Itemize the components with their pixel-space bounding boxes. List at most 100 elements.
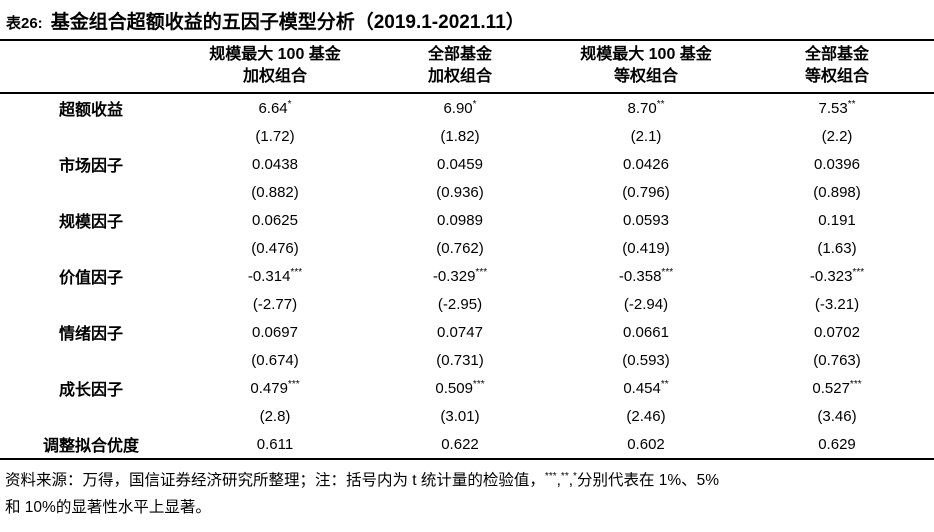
coefficient: -0.323 [809,267,853,285]
row-label [0,178,182,206]
t-statistic: (0.763) [813,351,861,369]
t-statistic: (-2.95) [437,295,483,313]
cell-value: 0.622 [368,430,552,458]
cell-value: (2.46) [552,402,740,430]
t-statistic: (-3.21) [814,295,860,313]
coefficient: 8.70 [627,99,657,117]
significance-stars: *** [849,378,862,390]
t-statistic: (0.731) [436,351,484,369]
cell-value: 0.0702 [740,318,934,346]
t-statistic: (0.898) [813,183,861,201]
coefficient: -0.314 [247,267,291,285]
column-header-weighted-all: 全部基金 加权组合 [368,41,552,94]
table-title: 表26: 基金组合超额收益的五因子模型分析（2019.1-2021.11） [0,0,934,39]
table-row-value-factor: 价值因子 -0.314*** -0.329*** -0.358*** -0.32… [0,262,934,290]
row-label: 超额收益 [58,102,123,119]
cell-value: (0.763) [740,346,934,374]
cell-value: 0.479*** [182,374,368,402]
table-row-growth-factor: 成长因子 0.479*** 0.509*** 0.454** 0.527*** [0,374,934,402]
t-statistic: (0.882) [251,183,299,201]
coefficient: 0.479 [250,379,288,397]
r-squared: 0.611 [256,435,294,453]
cell-value: (0.731) [368,346,552,374]
bottom-rule [0,458,934,460]
coefficient: 6.64 [258,99,288,117]
cell-value: 0.611 [182,430,368,458]
cell-value: (-2.94) [552,290,740,318]
column-header-weighted-top100: 规模最大 100 基金 加权组合 [182,41,368,94]
row-label [0,290,182,318]
cell-value: 0.509*** [368,374,552,402]
t-statistic: (0.674) [251,351,299,369]
coefficient: 0.0593 [623,211,669,229]
cell-value: 8.70** [552,93,740,122]
significance-stars: ** [847,98,856,110]
row-label: 成长因子 [58,382,123,399]
coefficient: -0.358 [618,267,662,285]
r-squared: 0.622 [441,435,479,453]
cell-value: 0.0625 [182,206,368,234]
cell-value: 0.527*** [740,374,934,402]
cell-value: 0.0989 [368,206,552,234]
cell-value: -0.358*** [552,262,740,290]
cell-value: 0.0661 [552,318,740,346]
column-header-line1: 规模最大 100 基金 [209,46,341,63]
cell-value: (0.476) [182,234,368,262]
row-label: 价值因子 [58,270,123,287]
column-header-line2: 等权组合 [804,68,869,85]
cell-value: 0.0426 [552,150,740,178]
t-statistic: (-2.94) [623,295,669,313]
coefficient: 0.0989 [437,211,483,229]
cell-value: (0.936) [368,178,552,206]
table-row-adjusted-r2: 调整拟合优度 0.611 0.622 0.602 0.629 [0,430,934,458]
table-row-market-factor: 市场因子 0.0438 0.0459 0.0426 0.0396 [0,150,934,178]
page-title: 基金组合超额收益的五因子模型分析（2019.1-2021.11） [50,12,525,33]
coefficient: 0.0625 [252,211,298,229]
cell-value: 0.454** [552,374,740,402]
t-statistic: (2.8) [259,407,291,425]
coefficient: 0.0426 [623,155,669,173]
row-label: 情绪因子 [58,326,123,343]
t-statistic: (1.82) [440,127,480,145]
five-factor-table: 规模最大 100 基金 加权组合 全部基金 加权组合 规模最大 100 基金 等… [0,41,934,458]
t-statistic: (2.2) [821,127,853,145]
t-statistic: (1.63) [817,239,857,257]
column-header-line1: 全部基金 [804,46,869,63]
row-label [0,234,182,262]
cell-value: (3.01) [368,402,552,430]
source-note-line1: 资料来源：万得，国信证券经济研究所整理；注：括号内为 t 统计量的检验值，***… [5,467,929,494]
significance-stars: *** [290,266,303,278]
cell-value: -0.323*** [740,262,934,290]
t-statistic: (0.593) [622,351,670,369]
cell-value: (0.762) [368,234,552,262]
column-header-line1: 全部基金 [427,46,492,63]
table-row-tstat: (-2.77) (-2.95) (-2.94) (-3.21) [0,290,934,318]
cell-value: (3.46) [740,402,934,430]
t-statistic: (-2.77) [252,295,298,313]
coefficient: 0.0396 [814,155,860,173]
table-row-tstat: (0.882) (0.936) (0.796) (0.898) [0,178,934,206]
t-statistic: (0.476) [251,239,299,257]
cell-value: (0.882) [182,178,368,206]
cell-value: 0.191 [740,206,934,234]
cell-value: 0.0396 [740,150,934,178]
coefficient: 7.53 [818,99,848,117]
significance-stars: * [472,98,477,110]
corner-cell [0,41,182,94]
coefficient: 0.0661 [623,323,669,341]
cell-value: (2.1) [552,122,740,150]
cell-value: 0.0459 [368,150,552,178]
separator: , [568,472,574,489]
column-header-equal-top100: 规模最大 100 基金 等权组合 [552,41,740,94]
significance-stars: ** [660,378,669,390]
t-statistic: (0.762) [436,239,484,257]
t-statistic: (3.01) [440,407,480,425]
table-row-tstat: (1.72) (1.82) (2.1) (2.2) [0,122,934,150]
row-label: 调整拟合优度 [42,438,139,455]
cell-value: 7.53** [740,93,934,122]
cell-value: (0.796) [552,178,740,206]
cell-value: (-2.95) [368,290,552,318]
source-note: 资料来源：万得，国信证券经济研究所整理；注：括号内为 t 统计量的检验值，***… [0,460,934,521]
cell-value: -0.314*** [182,262,368,290]
cell-value: 0.0747 [368,318,552,346]
